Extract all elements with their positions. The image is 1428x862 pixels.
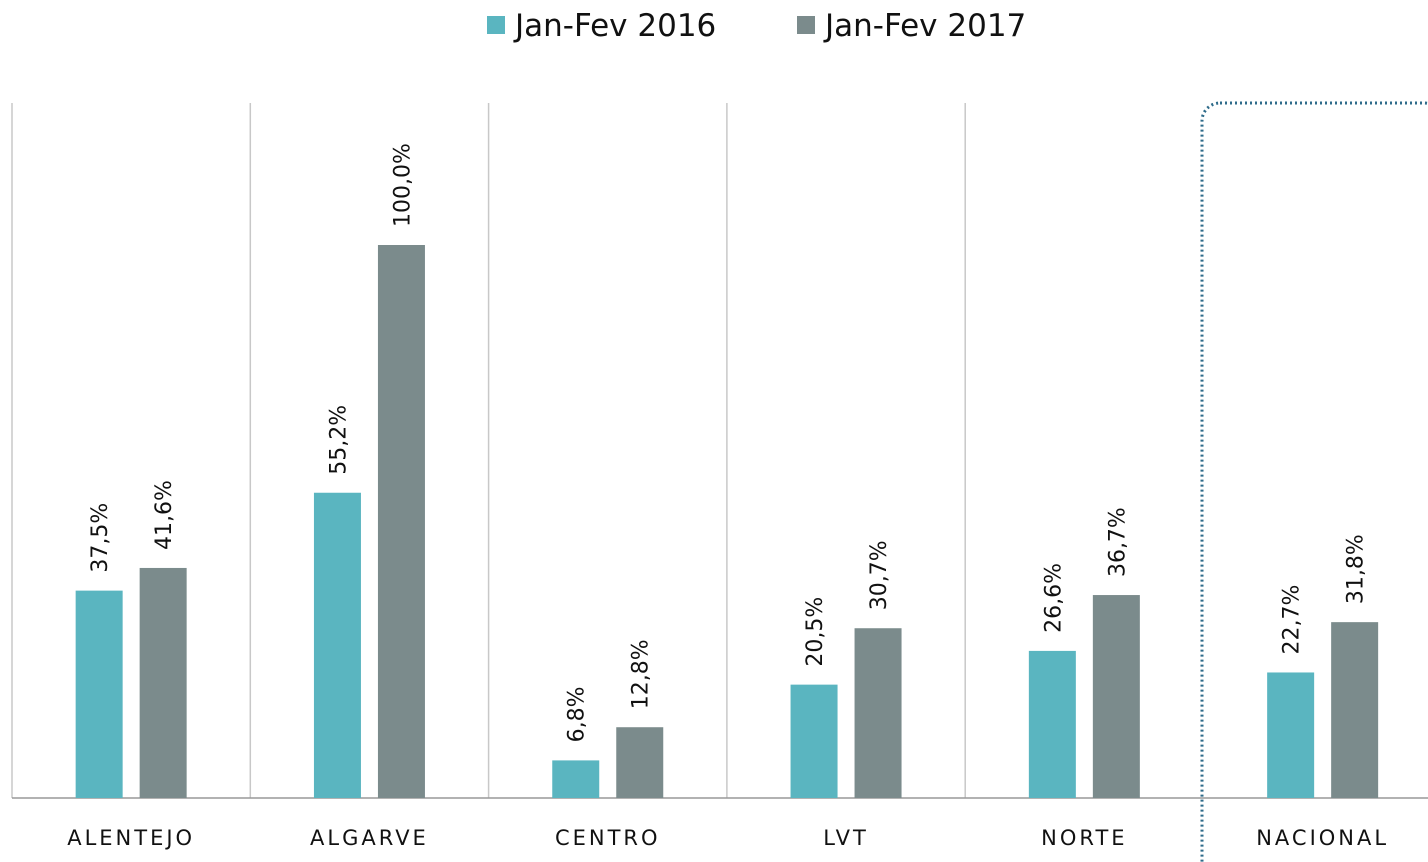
value-label: 55,2% [326, 405, 351, 475]
x-tick-label: NACIONAL [1256, 826, 1389, 850]
x-tick-label: ALENTEJO [67, 826, 195, 850]
x-tick-label: NORTE [1041, 826, 1127, 850]
bar [790, 684, 838, 798]
bar [75, 590, 123, 798]
x-tick-label: ALGARVE [310, 826, 429, 850]
value-label: 37,5% [88, 503, 113, 573]
bar [313, 492, 361, 798]
legend-label: Jan-Fev 2017 [823, 8, 1026, 44]
value-label: 12,8% [629, 639, 654, 709]
bar [1331, 622, 1379, 798]
bar [854, 628, 902, 798]
value-label: 30,7% [867, 540, 892, 610]
value-label: 41,6% [152, 480, 177, 550]
highlight-box [1200, 101, 1428, 862]
value-label: 6,8% [565, 686, 590, 742]
bar [616, 727, 664, 798]
bar [552, 760, 600, 798]
value-label: 100,0% [390, 143, 415, 227]
value-label: 26,6% [1041, 563, 1066, 633]
legend-swatch [797, 16, 815, 34]
value-label: 36,7% [1105, 507, 1130, 577]
bar [139, 567, 187, 798]
bar [1092, 595, 1140, 798]
legend-label: Jan-Fev 2016 [513, 8, 716, 44]
legend-swatch [487, 16, 505, 34]
value-label: 20,5% [803, 597, 828, 667]
x-tick-label: CENTRO [555, 826, 661, 850]
bar [1028, 650, 1076, 798]
value-label: 22,7% [1280, 585, 1305, 655]
value-label: 31,8% [1344, 534, 1369, 604]
bar [377, 245, 425, 798]
x-tick-label: LVT [823, 826, 869, 850]
bar [1267, 672, 1315, 798]
